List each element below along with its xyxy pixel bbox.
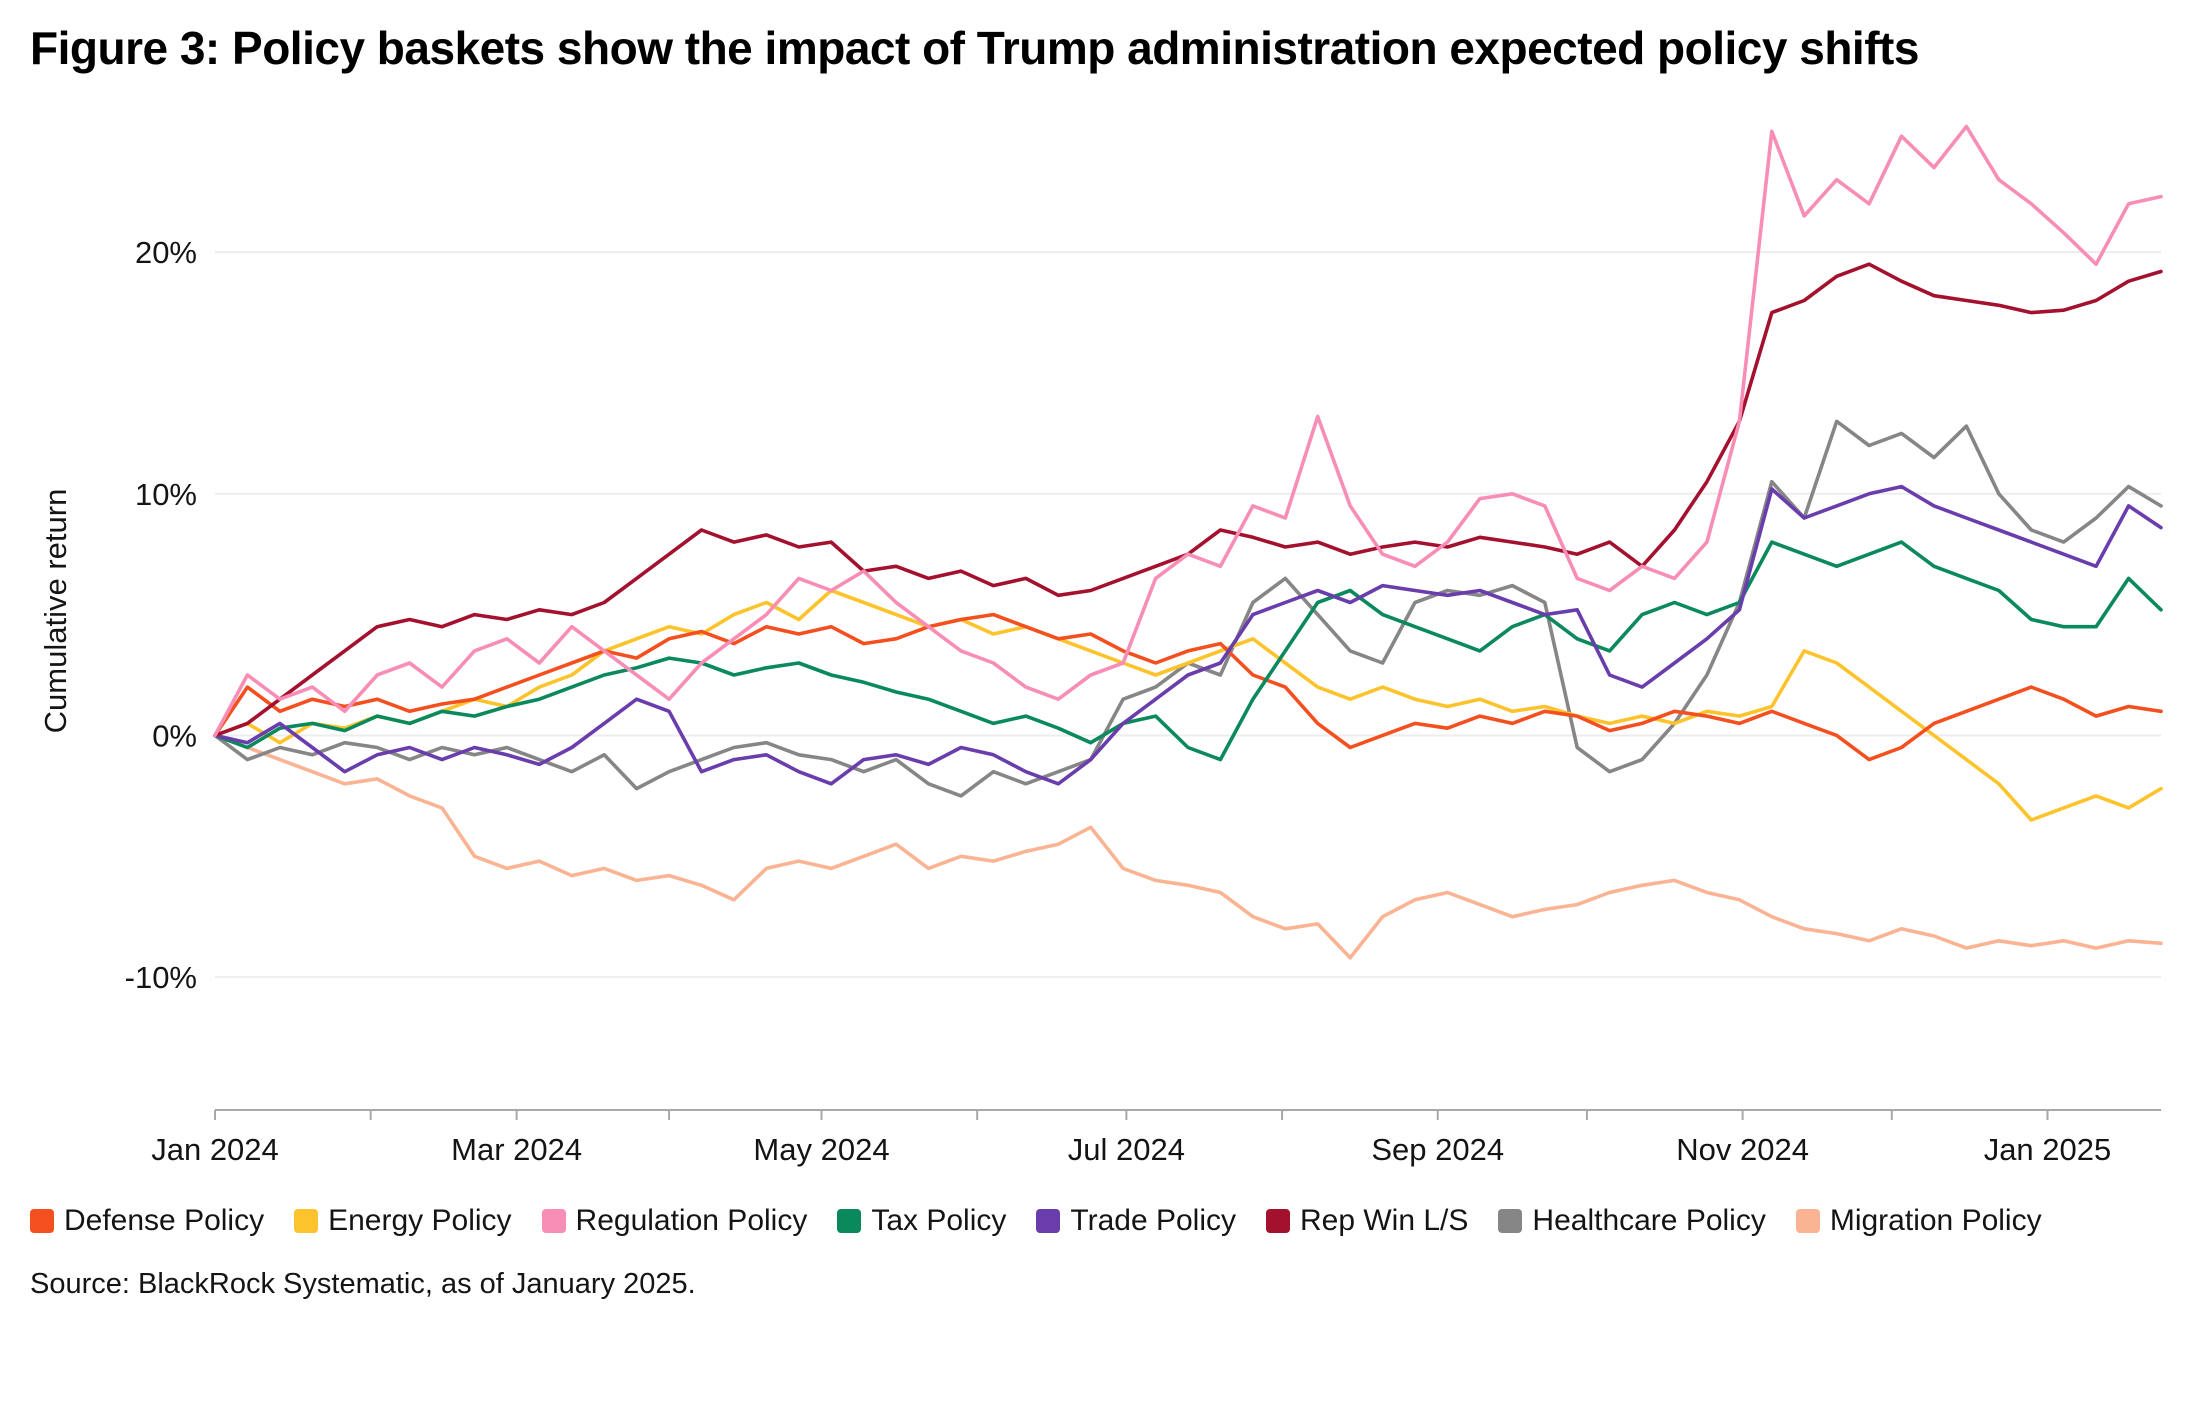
legend-item-regulation: Regulation Policy [541, 1203, 808, 1238]
legend-swatch-healthcare [1498, 1208, 1523, 1233]
y-axis-title: Cumulative return [38, 489, 73, 734]
series-line-regulation [213, 124, 2163, 738]
legend-label: Migration Policy [1829, 1203, 2042, 1237]
y-tick-label: -10% [125, 960, 197, 995]
legend-item-trade: Trade Policy [1036, 1204, 1236, 1238]
figure-title: Figure 3: Policy baskets show the impact… [30, 22, 1919, 74]
legend-label: Energy Policy [328, 1203, 512, 1237]
series-line-healthcare [213, 419, 2163, 798]
legend-swatch-regulation [541, 1208, 566, 1233]
legend-label: Regulation Policy [575, 1203, 808, 1237]
legend-label: Trade Policy [1070, 1203, 1236, 1237]
legend-item-defense: Defense Policy [30, 1204, 264, 1238]
legend-swatch-tax [837, 1208, 862, 1233]
x-tick-label: May 2024 [753, 1132, 889, 1167]
y-tick-label: 0% [152, 718, 197, 753]
series-line-tax [213, 540, 2163, 762]
legend-label: Tax Policy [871, 1203, 1007, 1237]
x-tick-label: Nov 2024 [1676, 1132, 1809, 1167]
legend-item-rep_win: Rep Win L/S [1266, 1204, 1468, 1238]
series-line-migration [213, 733, 2163, 960]
x-tick-label: Jan 2024 [151, 1132, 279, 1167]
x-tick-label: Jan 2025 [1984, 1132, 2112, 1167]
legend-label: Healthcare Policy [1532, 1203, 1766, 1237]
legend-item-energy: Energy Policy [294, 1203, 512, 1238]
legend-swatch-rep_win [1266, 1208, 1290, 1233]
y-tick-label: 20% [135, 235, 197, 270]
series-line-trade [213, 484, 2163, 786]
legend-swatch-defense [30, 1208, 54, 1233]
legend-swatch-trade [1036, 1208, 1061, 1233]
line-chart: -10% 0% 10% 20% Cumulative return Jan 2024 Mar… [38, 124, 2163, 1167]
chart-area: -10% 0% 10% 20% Cumulative return Jan 2024 Mar… [0, 82, 2204, 1182]
series-line-energy [213, 588, 2163, 822]
legend-label: Rep Win L/S [1300, 1203, 1469, 1237]
source-note: Source: BlackRock Systematic, as of Janu… [30, 1267, 696, 1300]
series-line-defense [213, 612, 2163, 762]
legend-item-migration: Migration Policy [1795, 1203, 2042, 1238]
y-tick-label: 10% [135, 477, 197, 512]
legend-swatch-energy [294, 1208, 319, 1233]
x-tick-label: Sep 2024 [1371, 1132, 1504, 1167]
legend-item-tax: Tax Policy [837, 1204, 1006, 1238]
chart-legend: Defense Policy Energy Policy Regulation Po… [30, 1204, 2204, 1238]
legend-item-healthcare: Healthcare Policy [1498, 1203, 1766, 1238]
legend-swatch-migration [1795, 1208, 1820, 1233]
x-tick-label: Mar 2024 [451, 1132, 582, 1167]
legend-label: Defense Policy [64, 1203, 265, 1237]
x-tick-label: Jul 2024 [1068, 1132, 1185, 1167]
